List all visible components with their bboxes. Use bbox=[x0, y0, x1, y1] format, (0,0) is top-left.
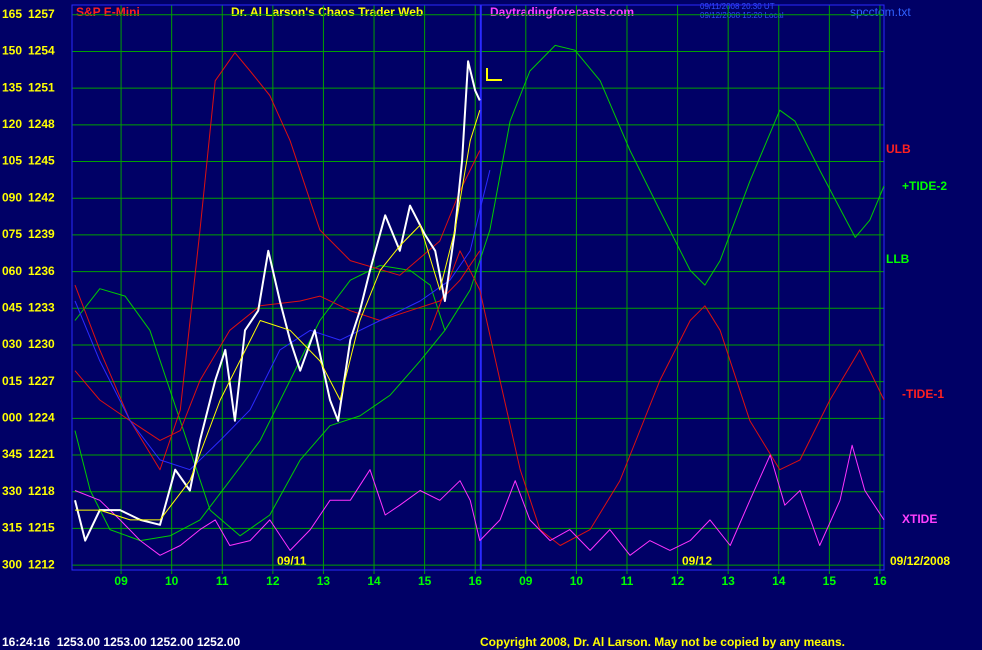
series-line bbox=[74, 44, 885, 537]
y-tick-label: 1242 bbox=[28, 190, 55, 204]
angle-label: 315 bbox=[2, 521, 22, 535]
angle-label: 105 bbox=[2, 154, 22, 168]
day-label: 09/12 bbox=[682, 554, 712, 568]
y-tick-label: 1230 bbox=[28, 337, 55, 351]
series-line bbox=[74, 169, 491, 471]
angle-label: 075 bbox=[2, 227, 22, 241]
y-tick-label: 1245 bbox=[28, 154, 55, 168]
website: Daytradingforecasts.com bbox=[490, 5, 634, 19]
x-tick-label: 11 bbox=[621, 574, 634, 588]
chart-title: Dr. Al Larson's Chaos Trader Web bbox=[231, 5, 423, 19]
timestamp: 09/11/2008 20:30 UT bbox=[700, 2, 775, 11]
x-tick-label: 15 bbox=[418, 574, 432, 588]
angle-label: 150 bbox=[2, 44, 22, 58]
y-tick-label: 1239 bbox=[28, 227, 55, 241]
angle-label: 060 bbox=[2, 264, 22, 278]
file-name: spcctom.txt bbox=[850, 5, 911, 19]
x-tick-label: 14 bbox=[772, 574, 786, 588]
x-tick-label: 12 bbox=[671, 574, 685, 588]
series-line bbox=[74, 60, 481, 542]
y-tick-label: 1254 bbox=[28, 44, 55, 58]
band-label: LLB bbox=[886, 252, 910, 266]
angle-label: 300 bbox=[2, 557, 22, 571]
y-tick-label: 1257 bbox=[28, 7, 55, 21]
copyright: Copyright 2008, Dr. Al Larson. May not b… bbox=[480, 635, 845, 649]
y-tick-label: 1221 bbox=[28, 447, 55, 461]
angle-label: 330 bbox=[2, 484, 22, 498]
series-line bbox=[74, 265, 446, 542]
y-tick-label: 1227 bbox=[28, 374, 55, 388]
series-line bbox=[429, 250, 885, 546]
y-tick-label: 1218 bbox=[28, 484, 55, 498]
x-tick-label: 16 bbox=[469, 574, 483, 588]
x-tick-label: 15 bbox=[823, 574, 837, 588]
x-tick-label: 09 bbox=[519, 574, 533, 588]
band-label: ULB bbox=[886, 142, 911, 156]
y-tick-label: 1233 bbox=[28, 300, 55, 314]
angle-label: 090 bbox=[2, 190, 22, 204]
x-tick-label: 10 bbox=[570, 574, 584, 588]
angle-label: 165 bbox=[2, 7, 22, 21]
angle-label: 345 bbox=[2, 447, 22, 461]
band-label: XTIDE bbox=[902, 512, 937, 526]
angle-label: 030 bbox=[2, 337, 22, 351]
marker bbox=[486, 68, 502, 81]
angle-label: 120 bbox=[2, 117, 22, 131]
band-label: +TIDE-2 bbox=[902, 179, 947, 193]
x-tick-label: 16 bbox=[873, 574, 887, 588]
angle-label: 000 bbox=[2, 411, 22, 425]
y-tick-label: 1215 bbox=[28, 521, 55, 535]
x-tick-label: 14 bbox=[367, 574, 381, 588]
x-tick-label: 13 bbox=[317, 574, 331, 588]
day-label: 09/11 bbox=[277, 554, 307, 568]
x-tick-label: 09 bbox=[114, 574, 128, 588]
series-line bbox=[74, 444, 885, 556]
angle-label: 015 bbox=[2, 374, 22, 388]
series-line bbox=[75, 110, 481, 521]
timestamp: 09/12/2008 15:20 Local bbox=[700, 11, 784, 20]
series-line bbox=[74, 52, 481, 471]
plot-border bbox=[71, 4, 885, 571]
instrument: S&P E-Mini bbox=[76, 5, 140, 19]
angle-label: 045 bbox=[2, 300, 22, 314]
x-tick-label: 13 bbox=[721, 574, 735, 588]
date-label: 09/12/2008 bbox=[890, 554, 950, 568]
x-tick-label: 11 bbox=[216, 574, 229, 588]
y-tick-label: 1248 bbox=[28, 117, 55, 131]
y-tick-label: 1251 bbox=[28, 80, 55, 94]
x-tick-label: 12 bbox=[266, 574, 280, 588]
angle-label: 135 bbox=[2, 80, 22, 94]
x-tick-label: 10 bbox=[165, 574, 179, 588]
y-tick-label: 1224 bbox=[28, 411, 55, 425]
y-tick-label: 1212 bbox=[28, 557, 55, 571]
band-label: -TIDE-1 bbox=[902, 387, 944, 401]
y-tick-label: 1236 bbox=[28, 264, 55, 278]
status-line: 16:24:16 1253.00 1253.00 1252.00 1252.00 bbox=[2, 635, 241, 649]
